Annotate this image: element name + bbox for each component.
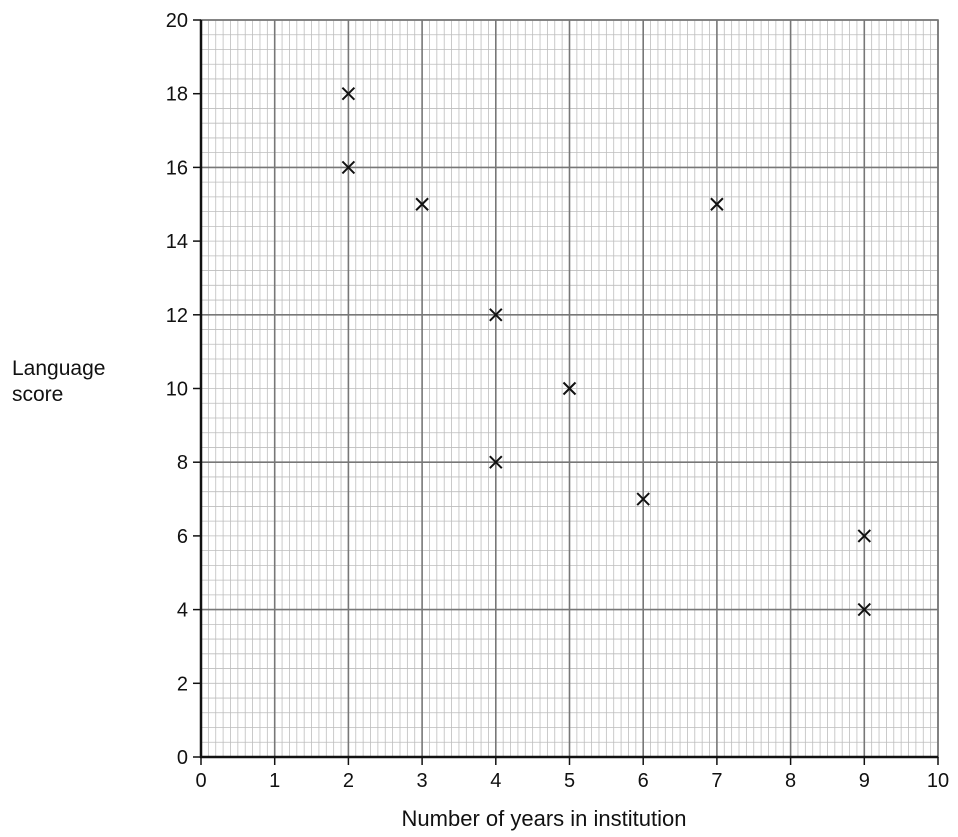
data-point-stroke	[857, 602, 872, 617]
data-point-stroke	[562, 381, 577, 396]
data-point-stroke	[341, 160, 356, 175]
data-point-stroke	[415, 197, 429, 211]
y-tick-label: 20	[166, 10, 188, 32]
x-tick-label: 2	[343, 770, 354, 792]
data-point-stroke	[710, 197, 724, 211]
x-tick-label: 4	[490, 770, 501, 792]
x-tick-label: 1	[269, 770, 280, 792]
data-points	[341, 86, 872, 617]
y-tick-label: 16	[166, 157, 188, 179]
x-tick-label: 5	[564, 770, 575, 792]
x-axis-label: Number of years in institution	[401, 806, 687, 831]
data-point	[710, 197, 724, 211]
y-axis-label-line-1: Language	[12, 357, 106, 380]
x-tick-label: 6	[638, 770, 649, 792]
y-axis-label: Language score	[12, 356, 105, 408]
x-tick-label: 8	[785, 770, 796, 792]
y-tick-label: 4	[177, 600, 188, 622]
y-tick-label: 0	[177, 747, 188, 769]
x-tick-label: 7	[711, 770, 722, 792]
data-point-stroke	[341, 86, 356, 101]
y-tick-label: 6	[177, 526, 188, 548]
data-point	[341, 86, 356, 101]
x-tick-label: 3	[417, 770, 428, 792]
data-point-stroke	[636, 492, 650, 506]
data-point	[857, 529, 872, 543]
y-tick-label: 12	[166, 305, 188, 327]
y-tick-label: 18	[166, 84, 188, 106]
data-point	[636, 492, 650, 506]
x-tick-label: 9	[859, 770, 870, 792]
x-tick-label: 10	[927, 770, 949, 792]
y-tick-label: 10	[166, 379, 188, 401]
x-axis-ticks: 0 1 2 3 4 5 6 7 8 9 10	[195, 757, 949, 792]
y-tick-label: 2	[177, 673, 188, 695]
y-tick-label: 8	[177, 452, 188, 474]
data-point-stroke	[489, 308, 503, 322]
data-point-stroke	[857, 529, 872, 543]
data-point	[341, 160, 356, 175]
data-point-stroke	[489, 455, 503, 469]
data-point	[489, 308, 503, 322]
y-tick-label: 14	[166, 231, 188, 253]
data-point	[415, 197, 429, 211]
y-axis-ticks: 0 2 4 6 8 10 12 14 16 18 20	[166, 10, 201, 769]
data-point	[562, 381, 577, 396]
y-axis-label-line-2: score	[12, 383, 64, 406]
data-point	[489, 455, 503, 469]
data-point	[857, 602, 872, 617]
x-tick-label: 0	[195, 770, 206, 792]
